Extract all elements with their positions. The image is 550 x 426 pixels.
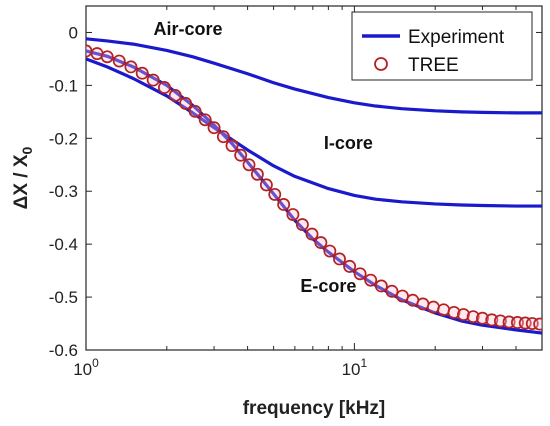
y-tick-label: -0.4 (49, 235, 78, 254)
legend-box (351, 11, 533, 81)
experiment-curve-0 (86, 37, 542, 115)
tree-point (135, 66, 149, 80)
tree-point (198, 113, 212, 127)
y-axis-title-main: ΔX / X (11, 154, 32, 209)
y-tick-label: -0.3 (49, 182, 78, 201)
x-tick-label-base: 10 (342, 360, 361, 379)
tree-point (86, 44, 93, 58)
tree-point (250, 167, 264, 181)
y-axis-title-sub: 0 (19, 146, 35, 154)
tree-point (242, 158, 256, 172)
tree-point (295, 218, 309, 232)
tree-point (533, 317, 542, 331)
tree-point (207, 121, 221, 135)
tree-point (305, 227, 319, 241)
x-tick-label-base: 10 (73, 360, 92, 379)
tree-point (286, 208, 300, 221)
tree-point (437, 303, 451, 317)
annotation-label: Air-core (154, 19, 223, 39)
legend: Experiment TREE (351, 11, 533, 81)
annotation-layer: Air-core I-core E-core (154, 19, 373, 296)
series-layer (86, 37, 542, 335)
legend-tree-label: TREE (408, 55, 459, 76)
tree-point (168, 88, 182, 102)
annotation-label: I-core (324, 133, 373, 153)
tree-point (234, 148, 248, 162)
x-tick-label: 101 (342, 356, 368, 379)
tree-point (333, 252, 346, 266)
tick-layer (85, 6, 543, 351)
y-axis-title-group: ΔX / X0 (11, 146, 35, 209)
tree-point (124, 60, 138, 74)
tree-point (268, 187, 282, 201)
tree-point (146, 73, 160, 87)
y-tick-label: -0.1 (49, 76, 78, 95)
tree-point (364, 273, 378, 287)
tree-point (343, 259, 357, 273)
x-tick-label-exponent: 0 (92, 356, 99, 370)
tree-point (457, 308, 470, 321)
tree-point (112, 54, 126, 68)
tree-point (259, 178, 273, 192)
tree-point (353, 267, 367, 281)
tree-point (323, 244, 337, 258)
x-tick-label: 100 (73, 356, 99, 379)
legend-tree-marker (374, 57, 388, 71)
y-tick-label: -0.5 (49, 288, 78, 307)
y-tick-label: 0 (69, 23, 78, 42)
y-tick-label: -0.2 (49, 129, 78, 148)
tree-point (385, 284, 399, 298)
tree-point (216, 130, 230, 144)
tree-point (277, 198, 291, 211)
y-axis-title: ΔX / X0 (11, 146, 35, 209)
x-axis-title: frequency [kHz] (243, 398, 386, 419)
tree-point (188, 104, 202, 118)
tree-point (374, 279, 388, 293)
tree-point (314, 236, 328, 250)
annotation-label: E-core (300, 276, 356, 296)
tree-point (179, 96, 193, 110)
x-tick-label-exponent: 1 (361, 356, 368, 370)
tree-point (466, 310, 480, 324)
tree-point (100, 50, 114, 64)
tree-point (416, 297, 430, 311)
tree-point (476, 311, 489, 325)
tree-point (157, 81, 171, 94)
tree-point (447, 305, 461, 319)
y-tick-label: -0.6 (49, 341, 78, 360)
tree-point (225, 139, 239, 153)
legend-experiment-label: Experiment (408, 27, 505, 48)
